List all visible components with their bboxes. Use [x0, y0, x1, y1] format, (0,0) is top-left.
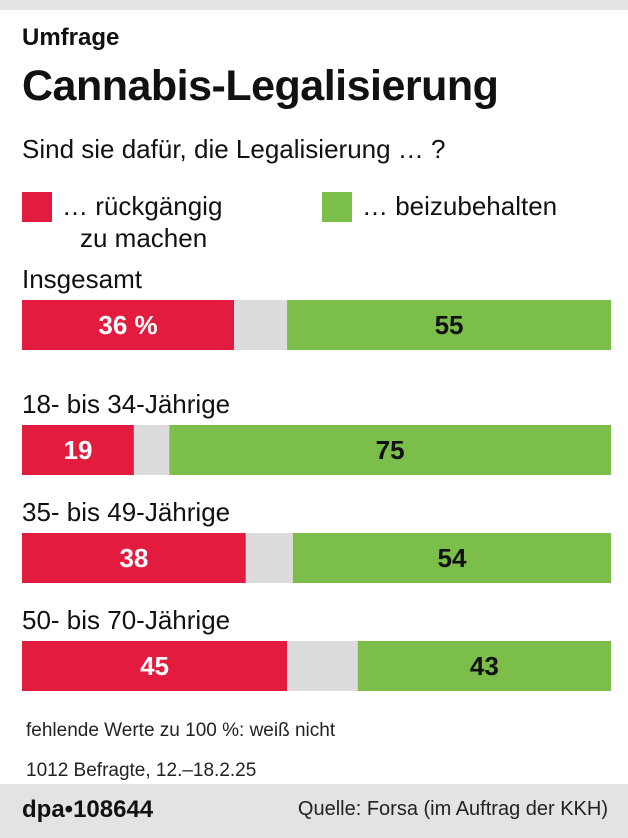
data-label-green: 55 [435, 310, 464, 340]
legend-label-red-line1: … rückgängig [62, 191, 223, 221]
legend-label-red: … rückgängig zu machen [62, 190, 302, 254]
bar-segment-green [357, 641, 611, 691]
bar-segment-unknown [245, 533, 293, 583]
data-label-red: 19 [63, 435, 92, 465]
bar-segment-unknown [133, 425, 170, 475]
data-label-green: 75 [376, 435, 405, 465]
data-label-green: 43 [470, 651, 499, 681]
bar-segment-green [169, 425, 611, 475]
bar-segment-red [22, 300, 235, 350]
dpa-brand: dpa•108644 [22, 796, 154, 823]
category-label: 35- bis 49-Jährige [22, 497, 230, 527]
bar-segment-red [22, 533, 246, 583]
footer: dpa•108644 Quelle: Forsa (im Auftrag der… [0, 784, 628, 838]
bar-segment-unknown [234, 300, 288, 350]
bar-segment-unknown [287, 641, 358, 691]
legend-swatch-green [322, 192, 352, 222]
legend-item-red: … rückgängig zu machen [22, 190, 302, 254]
legend-swatch-red [22, 192, 52, 222]
legend-label-red-line2: zu machen [80, 223, 208, 253]
kicker: Umfrage [22, 24, 120, 51]
data-label-red: 45 [140, 651, 169, 681]
data-label-red: 36 % [98, 310, 157, 340]
footnote-sample: 1012 Befragte, 12.–18.2.25 [26, 760, 257, 781]
category-label: 18- bis 34-Jährige [22, 389, 230, 419]
bar-segment-red [22, 425, 134, 475]
chart-title: Cannabis-Legalisierung [22, 62, 499, 110]
stacked-bar-chart: Insgesamt 36 % 55 18- bis 34-Jährige 19 75 35-… [22, 264, 611, 691]
legend-item-green: … beizubehalten [322, 190, 557, 222]
data-label-green: 54 [438, 543, 467, 573]
source-credit: Quelle: Forsa (im Auftrag der KKH) [297, 798, 608, 820]
data-label-red: 38 [119, 543, 148, 573]
footnote-missing-values: fehlende Werte zu 100 %: weiß nicht [26, 720, 336, 741]
category-label: Insgesamt [22, 264, 143, 294]
bar-segment-green [292, 533, 611, 583]
bar-segment-green [287, 300, 611, 350]
legend-label-green: … beizubehalten [362, 191, 558, 221]
category-label: 50- bis 70-Jährige [22, 605, 230, 635]
chart-subtitle: Sind sie dafür, die Legalisierung … ? [22, 134, 446, 164]
bar-segment-red [22, 641, 288, 691]
top-bar [0, 0, 628, 10]
